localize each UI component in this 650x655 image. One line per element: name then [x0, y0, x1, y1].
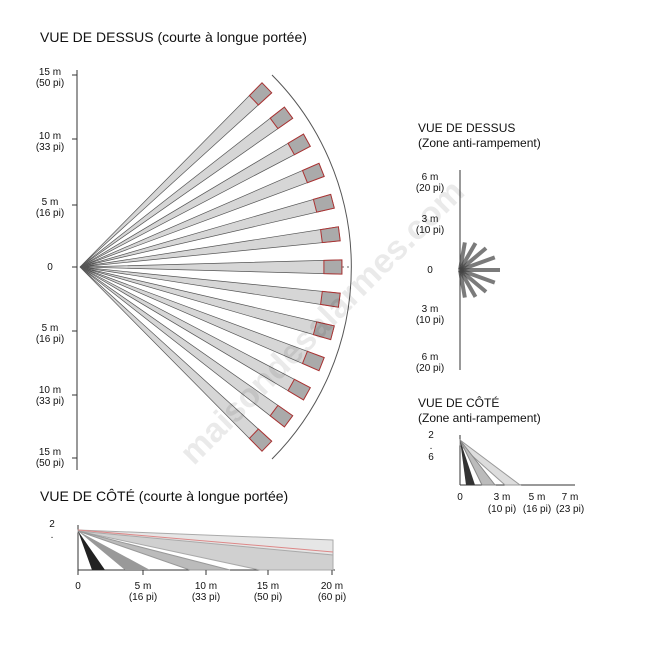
- subtitle: (Zone anti-rampement): [418, 136, 541, 150]
- beams: [79, 82, 343, 452]
- beam-end: [287, 378, 311, 401]
- axis-label: (16 pi): [36, 334, 64, 345]
- axis-label: 5 m: [135, 581, 152, 592]
- axis-label: 0: [457, 492, 463, 503]
- beam-end: [320, 226, 341, 244]
- axis-label: 5 m: [42, 197, 59, 208]
- axis-label: .: [51, 530, 54, 541]
- axis-label: 15 m: [257, 581, 279, 592]
- axis-label: (16 pi): [523, 504, 551, 515]
- beam-end: [301, 350, 325, 372]
- beams: [458, 242, 500, 298]
- beam-end: [248, 428, 273, 452]
- title: VUE DE DESSUS (courte à longue portée): [40, 29, 307, 45]
- axis-label: (16 pi): [36, 208, 64, 219]
- axis-label: .: [430, 441, 433, 452]
- beam: [77, 530, 231, 571]
- axis-label: (16 pi): [129, 592, 157, 603]
- beam: [459, 439, 522, 486]
- axis-label: 0: [427, 265, 433, 276]
- axis-label: (33 pi): [36, 396, 64, 407]
- axis-label: (50 pi): [254, 592, 282, 603]
- axis-label: (10 pi): [416, 315, 444, 326]
- axis-label: (50 pi): [36, 78, 64, 89]
- title: VUE DE CÔTÉ (courte à longue portée): [40, 488, 288, 504]
- axis-label: 3 m: [494, 492, 511, 503]
- beam-end: [301, 162, 325, 184]
- axis-label: (23 pi): [556, 504, 584, 515]
- axis-label: (20 pi): [416, 183, 444, 194]
- beam-end: [312, 321, 335, 341]
- beam-end: [323, 259, 343, 275]
- beam: [459, 268, 496, 285]
- beam: [459, 439, 497, 486]
- axis-label: 20 m: [321, 581, 343, 592]
- axis-label: 10 m: [195, 581, 217, 592]
- axis-label: 2: [49, 519, 55, 530]
- axis-label: 6 m: [422, 352, 439, 363]
- axis-label: 6: [428, 452, 434, 463]
- beam: [77, 530, 334, 571]
- beam: [460, 440, 475, 485]
- axis-label: 0: [47, 262, 53, 273]
- axis-label: 5 m: [529, 492, 546, 503]
- beam-end: [312, 193, 335, 213]
- range-arc: [271, 74, 352, 460]
- axis-label: 15 m: [39, 67, 61, 78]
- title: VUE DE DESSUS: [418, 121, 515, 135]
- subtitle: (Zone anti-rampement): [418, 411, 541, 425]
- beam: [459, 255, 496, 272]
- axis-label: 3 m: [422, 304, 439, 315]
- axis-label: (20 pi): [416, 363, 444, 374]
- axis-label: (33 pi): [36, 142, 64, 153]
- beam-end: [269, 106, 294, 130]
- axis-label: (50 pi): [36, 458, 64, 469]
- title: VUE DE CÔTÉ: [418, 395, 499, 410]
- axis-label: 10 m: [39, 131, 61, 142]
- axis-label: (60 pi): [318, 592, 346, 603]
- axis-label: 10 m: [39, 385, 61, 396]
- axis-label: (10 pi): [416, 225, 444, 236]
- axis-label: 6 m: [422, 172, 439, 183]
- beam: [78, 531, 150, 570]
- axis-label: 15 m: [39, 447, 61, 458]
- beam-end: [287, 133, 311, 156]
- axis-label: 3 m: [422, 214, 439, 225]
- axis-label: 2: [428, 430, 434, 441]
- axis-label: 0: [75, 581, 81, 592]
- beam-end: [269, 404, 294, 428]
- beam-line: [77, 529, 334, 553]
- beam-end: [320, 290, 341, 308]
- beam: [458, 269, 467, 298]
- axis-label: (10 pi): [488, 504, 516, 515]
- axis-label: 7 m: [562, 492, 579, 503]
- axis-label: (33 pi): [192, 592, 220, 603]
- beam-end: [248, 82, 273, 106]
- axis-label: 5 m: [42, 323, 59, 334]
- beam: [78, 531, 105, 570]
